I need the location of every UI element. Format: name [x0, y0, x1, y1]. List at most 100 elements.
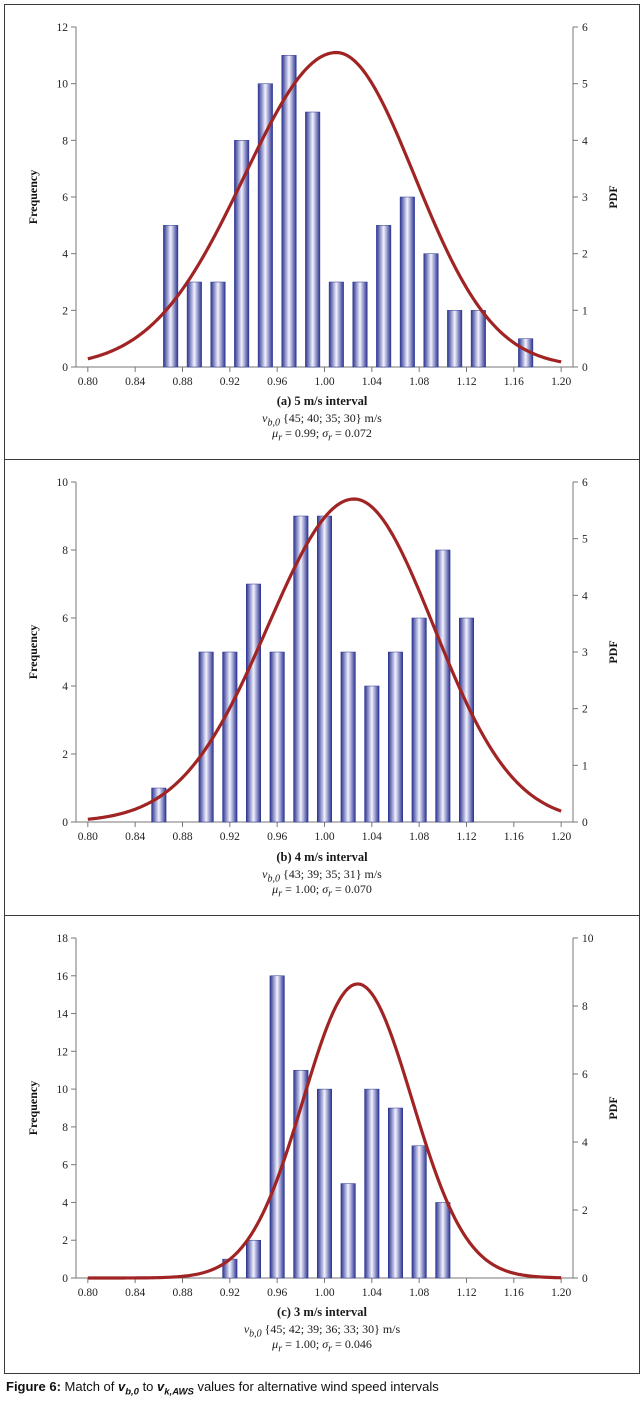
chart-c-x-tick-label: 1.08	[409, 1287, 429, 1299]
chart-b-x-tick-label: 1.20	[551, 831, 571, 843]
chart-b-plot: 0 2 4 6 8 10 0 1 2 3 4 5 6 0.80 0.84 0.88 0.92 0.96 1.00 1.…	[26, 477, 620, 843]
chart-b-bar	[435, 549, 451, 823]
chart-a-speeds: vb,0 {45; 40; 35; 30} m/s	[262, 411, 382, 429]
chart-b-bar	[269, 651, 285, 823]
chart-b-bar	[246, 583, 261, 823]
chart-b-speeds: vb,0 {43; 39; 35; 31} m/s	[262, 867, 382, 885]
chart-a-y-tick-label: 4	[62, 249, 68, 261]
chart-c-bar	[246, 1239, 261, 1279]
chart-b-bar	[293, 515, 309, 823]
chart-b-mu: = 1.00;	[282, 882, 323, 896]
chart-c-y2label: PDF	[606, 1096, 620, 1119]
chart-b-label: (b) 4 m/s interval	[276, 850, 368, 864]
chart-a-x-tick-label: 0.88	[172, 376, 192, 388]
chart-b-x-tick-label: 0.84	[125, 831, 145, 843]
chart-b-bar	[340, 651, 356, 823]
chart-a-bar	[210, 281, 226, 368]
chart-a-x-tick-label: 1.16	[504, 376, 524, 388]
chart-c-speeds-text: {45; 42; 39; 36; 33; 30} m/s	[264, 1322, 401, 1336]
chart-a-pdf-curve	[87, 50, 562, 364]
chart-b-y2label: PDF	[606, 640, 620, 663]
chart-b-speeds-text: {43; 39; 35; 31} m/s	[282, 867, 382, 881]
chart-b-x-tick-label: 1.04	[362, 831, 382, 843]
chart-a-bar	[281, 55, 297, 368]
chart-b-bar	[364, 685, 380, 823]
chart-panel-b: 0 2 4 6 8 10 0 1 2 3 4 5 6 0.80 0.84 0.88 0.92 0.96 1.00 1.…	[4, 459, 640, 917]
chart-a-y-tick-label: 10	[57, 79, 69, 91]
chart-a-x-tick-label: 0.96	[267, 376, 287, 388]
chart-b-y2-tick-label: 4	[582, 590, 588, 602]
chart-a-bar	[186, 281, 202, 368]
chart-b-stats: μr = 1.00; σr = 0.070	[272, 882, 372, 900]
figure-caption: Figure 6: Match of vb,0 to vk,AWS values…	[6, 1379, 439, 1398]
chart-b-y-tick-label: 6	[62, 613, 68, 625]
chart-b-y-tick-label: 2	[62, 749, 68, 761]
chart-c-mu: = 1.00;	[282, 1337, 323, 1351]
chart-c-y2-tick-label: 2	[582, 1205, 588, 1217]
chart-c-y-tick-label: 12	[57, 1046, 69, 1058]
chart-a-y2-tick-label: 2	[582, 249, 588, 261]
chart-a-x-tick-label: 0.92	[220, 376, 240, 388]
chart-c-label: (c) 3 m/s interval	[277, 1305, 367, 1319]
chart-b-bar	[317, 515, 332, 823]
chart-c-y-tick-label: 18	[57, 933, 69, 945]
chart-c-x-tick-label: 0.88	[172, 1287, 192, 1299]
figure-caption-text-after: values for alternative wind speed interv…	[193, 1379, 439, 1394]
chart-a-speeds-text: {45; 40; 35; 30} m/s	[282, 411, 382, 425]
chart-b-x-tick-label: 1.16	[504, 831, 524, 843]
figure-caption-sym2: v	[157, 1379, 165, 1394]
chart-a-y2-tick-label: 1	[582, 305, 588, 317]
chart-c-y-tick-label: 0	[62, 1273, 68, 1285]
chart-c-bar	[364, 1088, 380, 1279]
chart-c-x-tick-label: 1.20	[551, 1287, 571, 1299]
chart-c-plot: 0 2 4 6 8 10 12 14 16 18 0 2 4 6 8 10 0.80 0.84 0.88 0.92 0.…	[26, 933, 620, 1299]
chart-a-mu: = 0.99;	[282, 426, 323, 440]
chart-c-bar	[293, 1069, 309, 1279]
chart-b-y2-tick-label: 3	[582, 647, 588, 659]
chart-b-y2-tick-label: 5	[582, 534, 588, 546]
chart-b-x-tick-label: 1.08	[409, 831, 429, 843]
figure-caption-sym1: v	[117, 1379, 126, 1394]
chart-b-y-tick-label: 8	[62, 545, 68, 557]
chart-c-sigma: = 0.046	[332, 1337, 372, 1351]
chart-a-x-tick-label: 0.84	[125, 376, 145, 388]
chart-b-bar	[459, 617, 474, 823]
chart-a-bar	[234, 140, 250, 368]
chart-b-bar	[198, 651, 214, 823]
chart-c-y2-tick-label: 10	[582, 933, 594, 945]
chart-a-y2-tick-label: 4	[582, 135, 588, 147]
figure-caption-label: Figure 6:	[6, 1379, 61, 1394]
chart-b-bar	[411, 617, 427, 823]
chart-c-x-tick-label: 1.12	[456, 1287, 476, 1299]
chart-a-bar	[328, 281, 344, 368]
chart-a-bar	[376, 225, 392, 368]
figure-caption-text-before: Match of	[60, 1379, 118, 1394]
chart-c-stats: μr = 1.00; σr = 0.046	[272, 1337, 372, 1355]
chart-c-x-tick-label: 0.96	[267, 1287, 287, 1299]
figure-caption-mid: to	[138, 1379, 158, 1394]
chart-b-pdf-curve	[87, 497, 562, 821]
chart-b-y-tick-label: 10	[57, 477, 69, 489]
chart-b-x-tick-label: 0.80	[78, 831, 98, 843]
chart-a-x-tick-label: 1.12	[456, 376, 476, 388]
chart-b-ylabel: Frequency	[26, 625, 40, 679]
chart-b-x-tick-label: 1.00	[314, 831, 334, 843]
figure-caption-sub1: b,0	[125, 1386, 139, 1398]
chart-c-speeds: vb,0 {45; 42; 39; 36; 33; 30} m/s	[243, 1322, 401, 1340]
chart-c-y2-tick-label: 4	[582, 1137, 588, 1149]
chart-a-sigma: = 0.072	[332, 426, 372, 440]
chart-a-y2-tick-label: 3	[582, 192, 588, 204]
chart-c-bar	[269, 975, 285, 1279]
chart-b-bar	[222, 651, 238, 823]
chart-a-bar	[352, 281, 368, 368]
chart-c-bar	[317, 1088, 332, 1279]
chart-c-bar	[435, 1202, 451, 1279]
chart-a-x-tick-label: 0.80	[78, 376, 98, 388]
chart-c-y-tick-label: 2	[62, 1235, 68, 1247]
chart-a-x-tick-label: 1.08	[409, 376, 429, 388]
chart-b-sigma: = 0.070	[332, 882, 372, 896]
chart-a-y-tick-label: 2	[62, 305, 68, 317]
chart-a-bar	[305, 111, 321, 368]
chart-a-ylabel: Frequency	[26, 170, 40, 224]
